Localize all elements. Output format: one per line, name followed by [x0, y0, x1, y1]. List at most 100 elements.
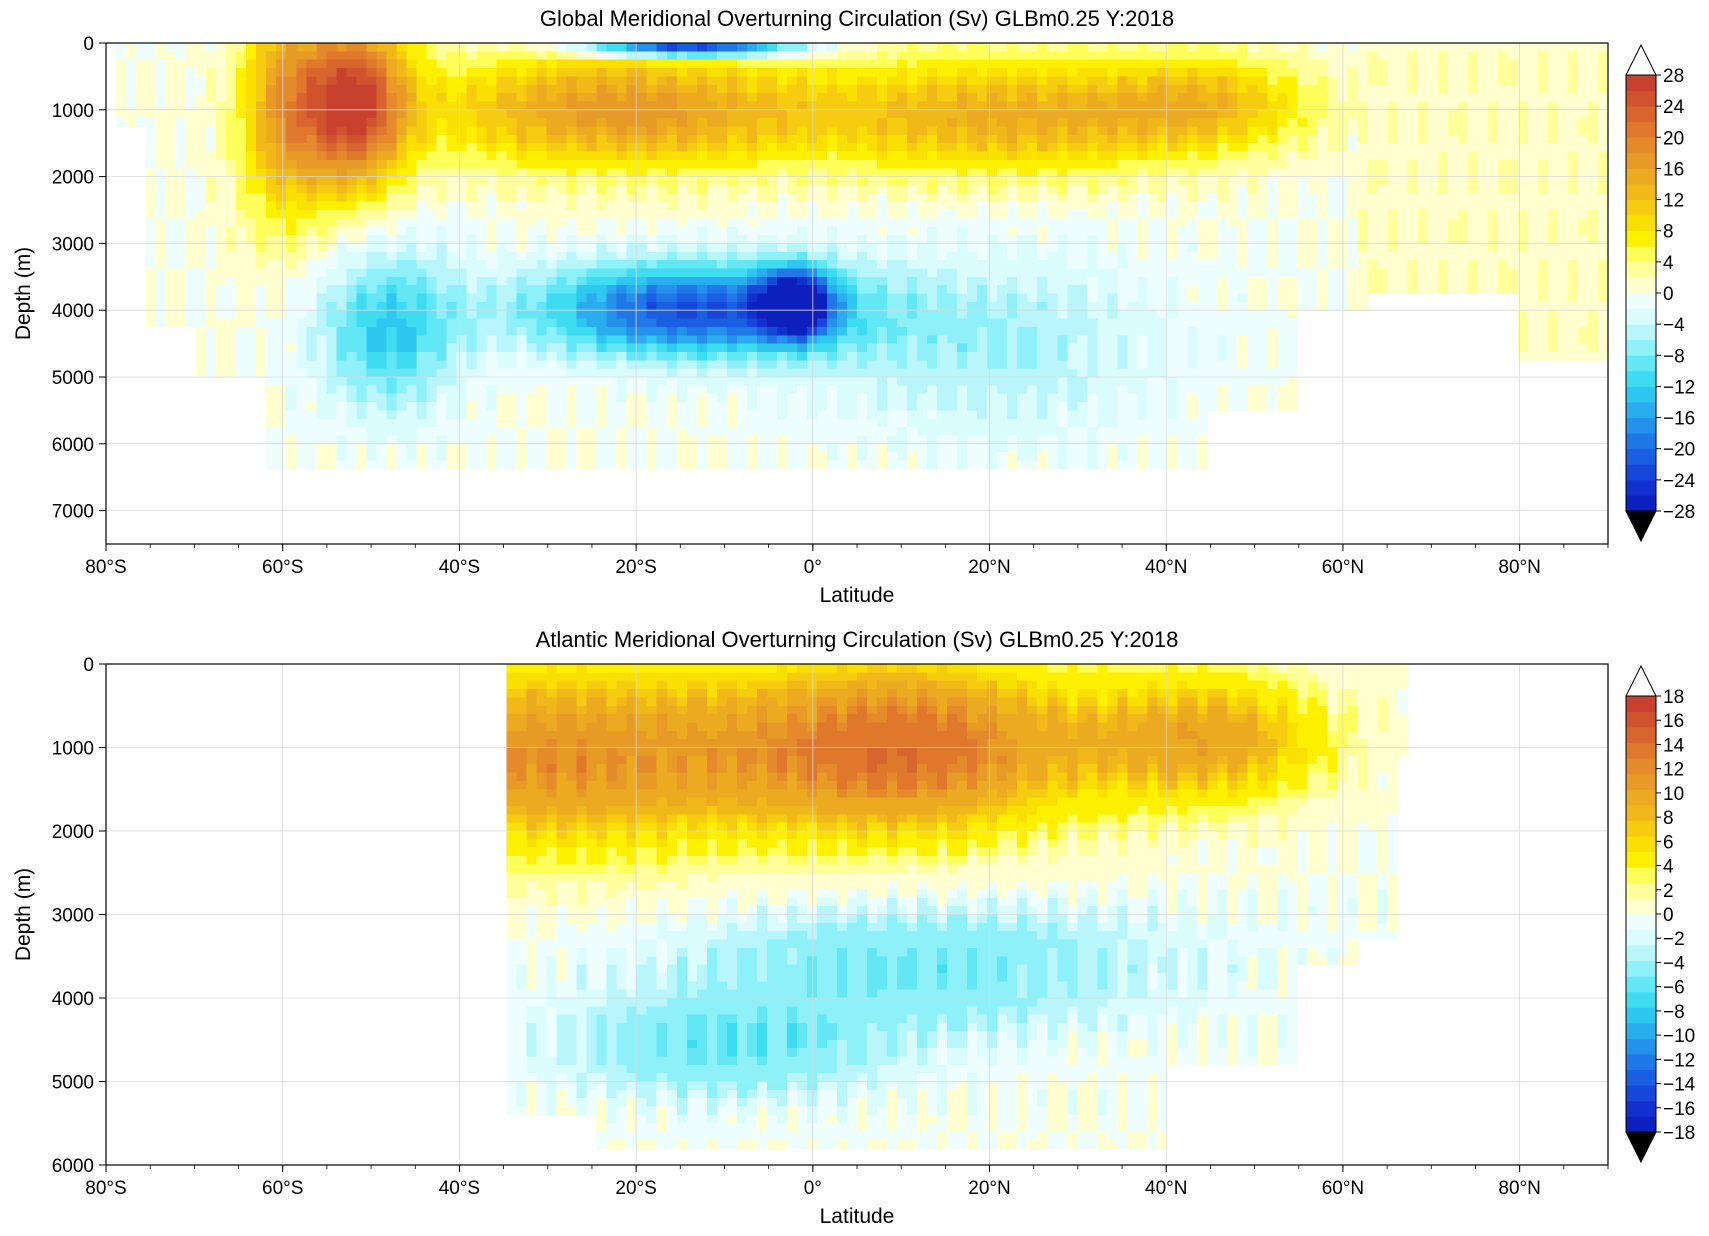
colorbar-tick-label: 20	[1663, 128, 1684, 149]
colorbar-tick-label: −16	[1663, 409, 1695, 430]
x-tick-label: 20°N	[968, 1178, 1010, 1199]
colorbar-tick-label: 4	[1663, 857, 1674, 878]
colorbar-segment	[1626, 727, 1656, 744]
x-tick-label: 20°S	[615, 557, 656, 578]
y-tick-label: 0	[83, 655, 94, 676]
colorbar-segment	[1626, 402, 1656, 418]
colorbar-segment	[1626, 168, 1656, 185]
x-tick-label: 60°N	[1322, 1178, 1364, 1199]
x-tick-label: 40°S	[439, 1178, 480, 1199]
x-axis-label: Latitude	[820, 584, 895, 607]
colorbar-tick-label: 14	[1663, 735, 1685, 756]
y-tick-label: 2000	[52, 822, 94, 843]
colorbar-segment	[1626, 121, 1656, 138]
colorbar-segment	[1626, 137, 1656, 154]
colorbar-segment	[1626, 1085, 1656, 1102]
colorbar-tick-label: −20	[1663, 440, 1695, 461]
y-tick-label: 4000	[52, 301, 94, 322]
y-axis-label: Depth (m)	[12, 868, 35, 961]
colorbar-tick-label: 0	[1663, 284, 1674, 305]
colorbar-tick-label: 8	[1663, 222, 1674, 243]
colorbar-tick-label: 16	[1663, 159, 1684, 180]
colorbar-tick-label: −12	[1663, 377, 1695, 398]
colorbar-segment	[1626, 152, 1656, 169]
colorbar-tick-label: −24	[1663, 471, 1696, 492]
colorbar-segment	[1626, 711, 1656, 728]
colorbar-extend-max	[1625, 43, 1657, 76]
colorbar-extend-min	[1625, 1131, 1657, 1164]
colorbar-segment	[1626, 1069, 1656, 1086]
colorbar-segment	[1626, 370, 1656, 387]
colorbar-segment	[1626, 867, 1656, 884]
colorbar-tick-label: −2	[1663, 929, 1685, 950]
colorbar-tick-label: 12	[1663, 760, 1684, 781]
colorbar-tick-label: −4	[1663, 315, 1685, 336]
colorbar-segment	[1626, 386, 1656, 403]
colorbar-segment	[1626, 433, 1656, 450]
colorbar-segment	[1626, 293, 1656, 309]
colorbar: 28 24 20 16 12 8 4 0 −4 −8 −12 −16 −20 −24 −28	[1625, 43, 1696, 543]
colorbar-segment	[1626, 479, 1656, 496]
y-tick-label: 7000	[52, 502, 94, 523]
atlantic-moc-panel: 80°S 60°S 40°S 20°S 0° 20°N 40°N 60°N 80°N 0 1000 2…	[12, 655, 1696, 1228]
colorbar-segment	[1626, 261, 1656, 278]
colorbar-segment	[1626, 199, 1656, 216]
x-tick-label: 40°S	[439, 557, 480, 578]
y-tick-label: 2000	[52, 168, 94, 189]
colorbar-tick-label: 2	[1663, 881, 1674, 902]
colorbar-segment	[1626, 851, 1656, 868]
x-tick-label: 0°	[804, 557, 822, 578]
colorbar-tick-label: 12	[1663, 191, 1684, 212]
colorbar-tick-label: −28	[1663, 502, 1695, 523]
y-tick-label: 6000	[52, 435, 94, 456]
colorbar-segment	[1626, 1023, 1656, 1039]
x-tick-label: 80°S	[85, 557, 126, 578]
colorbar-segment	[1626, 417, 1656, 434]
colorbar-segment	[1626, 106, 1656, 123]
y-tick-label: 5000	[52, 1073, 94, 1094]
colorbar-segment	[1626, 355, 1656, 372]
colorbar-tick-label: 6	[1663, 832, 1674, 853]
x-tick-label: 60°S	[262, 557, 303, 578]
colorbar-segment	[1626, 820, 1656, 837]
x-tick-label: 40°N	[1145, 557, 1187, 578]
colorbar-tick-label: −18	[1663, 1123, 1695, 1144]
y-tick-label: 4000	[52, 989, 94, 1010]
colorbar-segment	[1626, 75, 1656, 91]
colorbar-segment	[1626, 960, 1656, 977]
colorbar-tick-label: −4	[1663, 953, 1685, 974]
colorbar-tick-label: 4	[1663, 253, 1674, 274]
y-axis-label: Depth (m)	[12, 247, 35, 340]
colorbar-segment	[1626, 90, 1656, 107]
colorbar-tick-label: 0	[1663, 905, 1674, 926]
colorbar-segment	[1626, 495, 1656, 512]
x-tick-label: 20°N	[968, 557, 1010, 578]
colorbar-segment	[1626, 324, 1656, 341]
colorbar-segment	[1626, 742, 1656, 759]
y-tick-label: 0	[83, 34, 94, 55]
x-tick-label: 60°N	[1322, 557, 1364, 578]
colorbar-segment	[1626, 882, 1656, 899]
colorbar-segment	[1626, 898, 1656, 915]
x-tick-label: 80°N	[1498, 557, 1540, 578]
colorbar-segment	[1626, 184, 1656, 200]
x-tick-label: 40°N	[1145, 1178, 1187, 1199]
x-tick-label: 20°S	[615, 1178, 656, 1199]
colorbar-segment	[1626, 246, 1656, 263]
colorbar-tick-label: −14	[1663, 1075, 1696, 1096]
colorbar-segment	[1626, 1038, 1656, 1055]
colorbar-segment	[1626, 1100, 1656, 1117]
x-tick-label: 0°	[804, 1178, 822, 1199]
colorbar-segment	[1626, 448, 1656, 465]
colorbar-tick-label: 16	[1663, 711, 1684, 732]
colorbar-tick-label: −8	[1663, 1002, 1685, 1023]
colorbar-tick-label: 10	[1663, 784, 1684, 805]
colorbar-segment	[1626, 758, 1656, 775]
colorbar-segment	[1626, 773, 1656, 790]
colorbar-segment	[1626, 1054, 1656, 1071]
field-cells	[116, 43, 1609, 470]
colorbar-segment	[1626, 1116, 1656, 1133]
x-tick-label: 60°S	[262, 1178, 303, 1199]
colorbar-segment	[1626, 1007, 1656, 1024]
